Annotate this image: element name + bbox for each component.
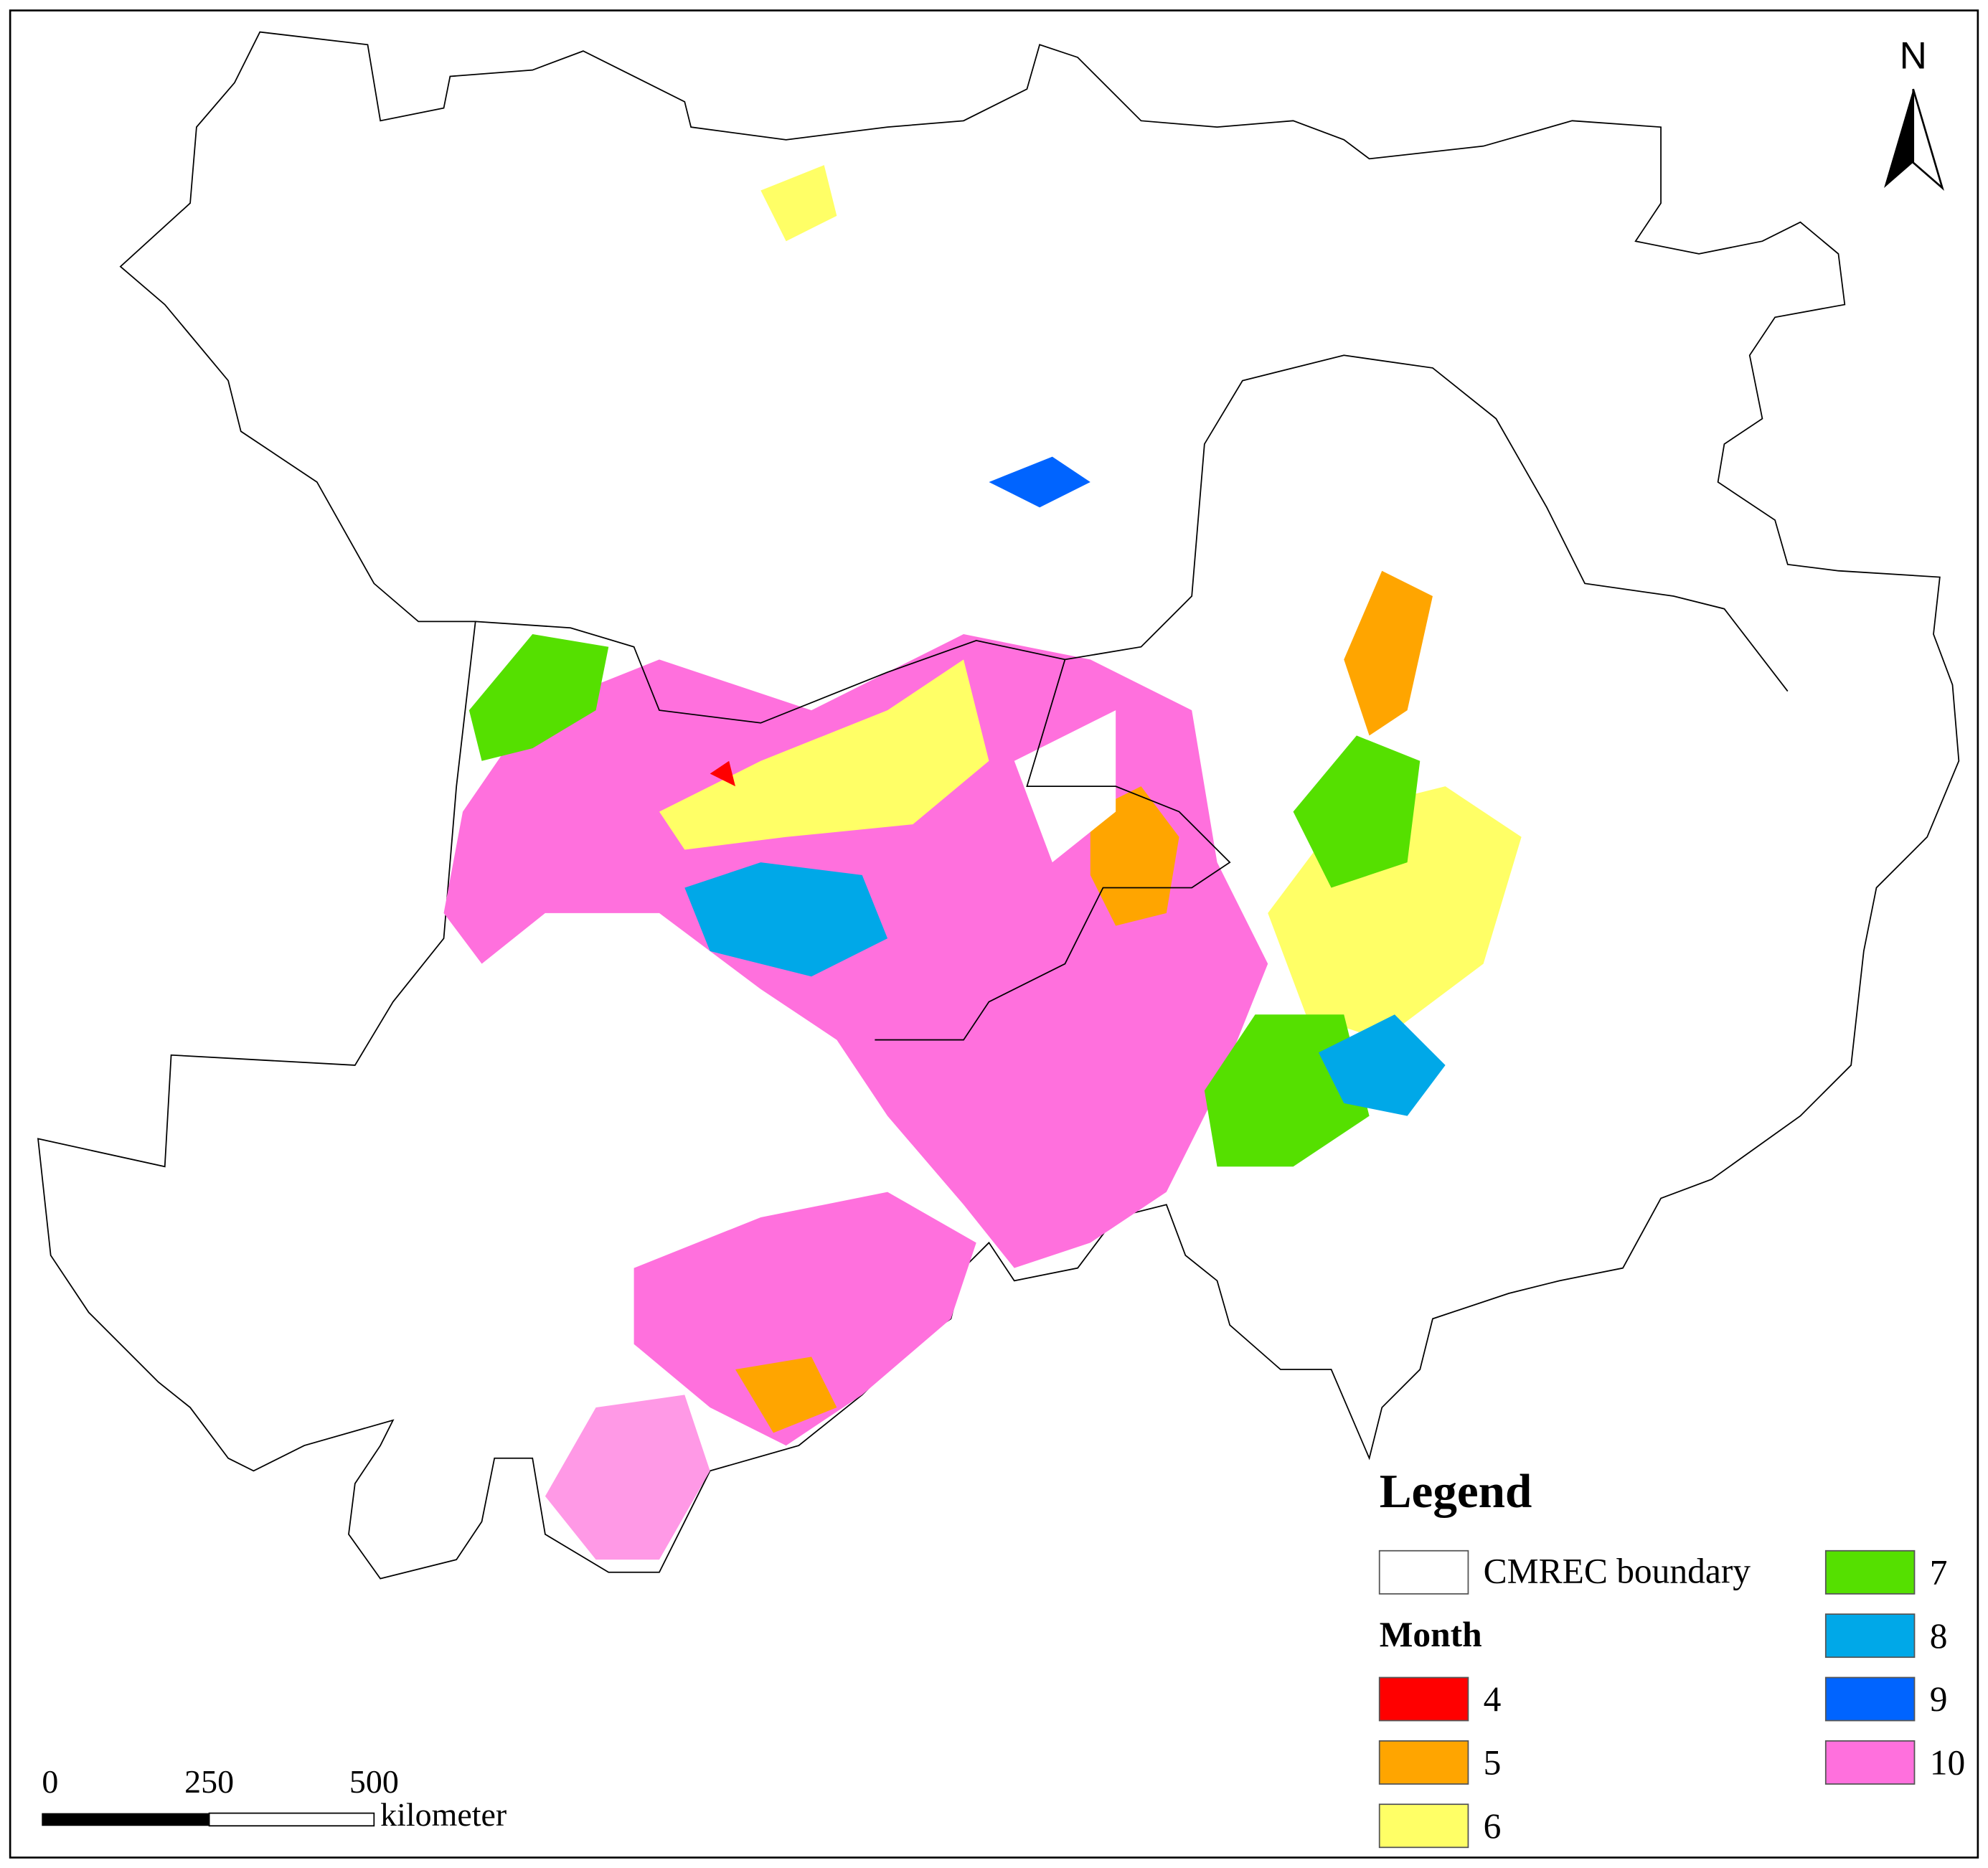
province-line — [875, 659, 1231, 1041]
scale-segment — [208, 1812, 375, 1827]
patch — [1293, 735, 1421, 888]
province-line — [475, 354, 1789, 724]
scale-unit: kilometer — [380, 1796, 507, 1833]
patch — [1090, 786, 1179, 926]
month-label: 7 — [1930, 1552, 1948, 1592]
month-swatch — [1378, 1803, 1469, 1849]
patch — [710, 760, 735, 787]
scale-label: 250 — [184, 1763, 234, 1800]
north-label: N — [1900, 35, 1927, 77]
month-swatch — [1824, 1549, 1916, 1595]
patch — [760, 165, 837, 242]
patch — [1344, 570, 1433, 736]
month-label: 8 — [1930, 1616, 1948, 1656]
month-swatch — [1378, 1740, 1469, 1785]
month-label: 6 — [1484, 1806, 1502, 1846]
patch — [659, 659, 989, 850]
month-swatch — [1824, 1613, 1916, 1659]
land-patches — [37, 31, 1960, 1580]
month-label: 5 — [1484, 1743, 1502, 1783]
month-swatch — [1824, 1740, 1916, 1785]
month-title: Month — [1380, 1615, 1482, 1654]
month-swatch — [1378, 1676, 1469, 1722]
patch — [545, 1395, 710, 1560]
patch — [684, 862, 888, 977]
patch — [468, 634, 609, 761]
scale-label: 0 — [42, 1763, 58, 1800]
month-label: 10 — [1930, 1743, 1965, 1783]
month-label: 4 — [1484, 1679, 1502, 1719]
month-label: 9 — [1930, 1679, 1948, 1719]
patch — [1318, 1014, 1446, 1116]
scale-bar: kilometer — [42, 1796, 507, 1833]
legend-title: Legend — [1380, 1464, 1532, 1518]
patch — [735, 1357, 837, 1433]
patch — [633, 1192, 976, 1446]
north-arrow-right — [1912, 88, 1944, 191]
scale-label: 500 — [349, 1763, 399, 1800]
boundary-label: CMREC boundary — [1484, 1552, 1751, 1591]
boundary-swatch — [1378, 1549, 1469, 1595]
month-swatch — [1824, 1676, 1916, 1722]
scale-segment — [42, 1813, 209, 1826]
